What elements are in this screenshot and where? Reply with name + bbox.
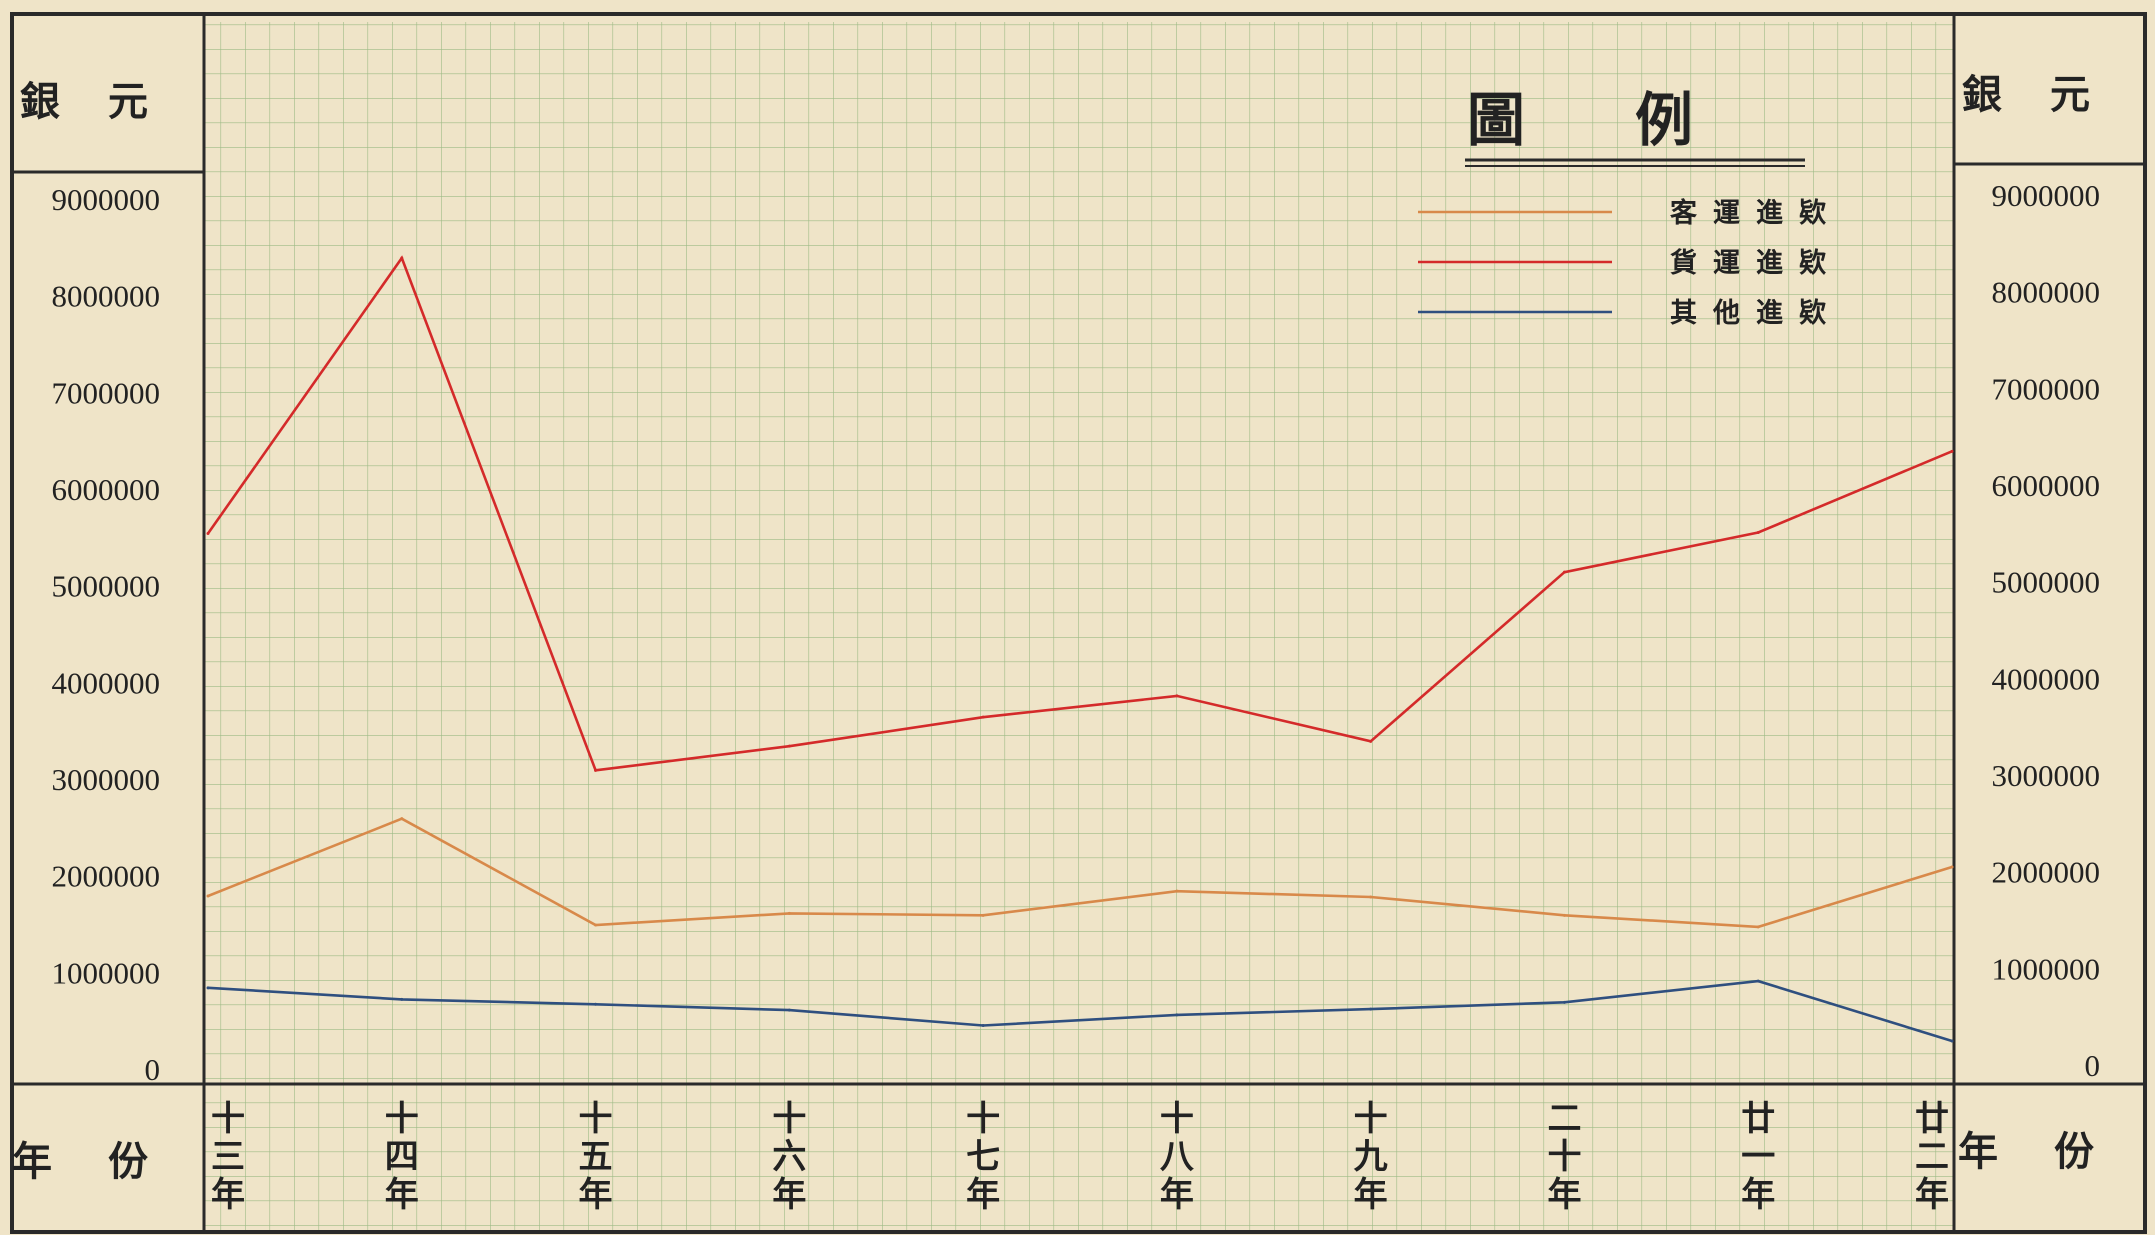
data-point	[1756, 925, 1760, 929]
y-tick-left: 7000000	[52, 375, 161, 410]
x-category-label: 十四年	[385, 1099, 419, 1215]
y-tick-left: 8000000	[52, 279, 161, 314]
series-line-2	[207, 979, 1953, 1043]
y-tick-left: 9000000	[52, 182, 161, 217]
legend-title: 圖例	[1467, 86, 1803, 154]
right-y-axis-title: 銀元	[1962, 71, 2138, 118]
data-point	[787, 744, 791, 748]
data-point	[594, 923, 598, 927]
data-point	[206, 532, 210, 535]
x-category-label: 十六年	[772, 1099, 806, 1215]
outer-frame	[10, 12, 2147, 1234]
x-category-label: 十五年	[579, 1099, 613, 1215]
data-point	[1369, 895, 1373, 899]
left-y-axis-title: 銀元	[20, 78, 196, 125]
data-point	[206, 986, 210, 990]
x-category-label: 十三年	[211, 1099, 245, 1215]
right-x-axis-title: 年份	[1958, 1128, 2150, 1175]
left-x-axis-title: 年份	[12, 1138, 204, 1185]
data-point	[981, 1024, 985, 1028]
y-tick-left: 0	[145, 1052, 161, 1087]
data-point	[1369, 739, 1373, 743]
y-tick-left: 2000000	[52, 859, 161, 894]
data-point	[1950, 1039, 1954, 1043]
data-point	[1562, 1000, 1566, 1004]
y-tick-left: 5000000	[52, 569, 161, 604]
data-point	[1950, 449, 1954, 453]
data-point	[400, 817, 404, 821]
series-lines	[206, 255, 1954, 1043]
x-category-label: 十九年	[1354, 1099, 1388, 1215]
legend-label: 客運進欵	[1670, 197, 1842, 229]
data-point	[1756, 979, 1760, 983]
x-category-labels: 十三年 十四年 十五年 十六年 十七年 十八年 十九年 二十年 廿一年 廿二年	[211, 1099, 1949, 1215]
y-tick-left: 3000000	[52, 762, 161, 797]
y-tick-right: 0	[2085, 1048, 2101, 1083]
y-tick-right: 4000000	[1992, 661, 2101, 696]
y-tick-right: 6000000	[1992, 468, 2101, 503]
y-ticks-left: 0 1000000 2000000 3000000 4000000 5000000 6000…	[52, 182, 161, 1087]
y-tick-left: 1000000	[52, 955, 161, 990]
y-tick-left: 6000000	[52, 472, 161, 507]
data-point	[594, 768, 598, 772]
data-point	[206, 894, 210, 898]
data-point	[1756, 531, 1760, 535]
series-line-1	[206, 255, 1953, 772]
y-tick-left: 4000000	[52, 665, 161, 700]
data-point	[1369, 1007, 1373, 1011]
x-category-label: 十七年	[966, 1099, 1000, 1215]
y-tick-right: 1000000	[1992, 951, 2101, 986]
y-tick-right: 3000000	[1992, 758, 2101, 793]
data-point	[1562, 913, 1566, 917]
x-category-label: 廿一年	[1741, 1099, 1775, 1215]
data-point	[1950, 865, 1954, 869]
data-point	[594, 1002, 598, 1006]
data-point	[981, 913, 985, 917]
legend-label: 貨運進欵	[1670, 247, 1842, 279]
data-point	[400, 997, 404, 1001]
data-point	[1562, 570, 1566, 574]
data-point	[787, 911, 791, 915]
data-point	[981, 715, 985, 719]
data-point	[1175, 889, 1179, 893]
y-tick-right: 9000000	[1992, 178, 2101, 213]
y-ticks-right: 0 1000000 2000000 3000000 4000000 5000000 6000…	[1992, 178, 2101, 1083]
series-line-0	[207, 817, 1953, 929]
y-tick-right: 2000000	[1992, 855, 2101, 890]
grid-area	[204, 22, 1954, 1232]
y-tick-right: 5000000	[1992, 565, 2101, 600]
data-point	[400, 256, 404, 260]
data-point	[787, 1008, 791, 1012]
x-category-label: 十八年	[1160, 1099, 1195, 1215]
y-tick-right: 8000000	[1992, 275, 2101, 310]
x-category-label: 二十年	[1547, 1099, 1581, 1215]
legend-label: 其他進欵	[1670, 298, 1842, 329]
data-point	[1175, 1013, 1179, 1017]
data-point	[1175, 694, 1179, 698]
x-category-label: 廿二年	[1915, 1099, 1949, 1215]
y-tick-right: 7000000	[1992, 371, 2101, 406]
